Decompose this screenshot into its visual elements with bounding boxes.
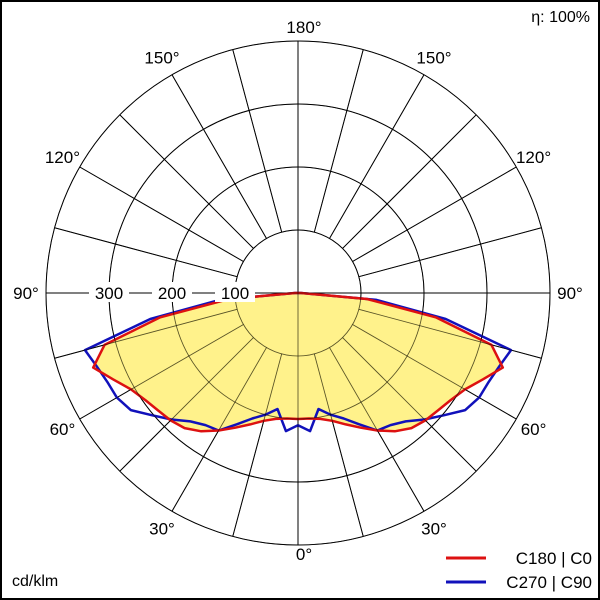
grid-overlay-225 — [119, 114, 254, 249]
grid-overlay-255 — [54, 227, 238, 278]
radial-tick-label-200: 200 — [158, 284, 186, 303]
angle-label-top: 180° — [286, 18, 321, 37]
angle-label-right-120: 120° — [516, 148, 551, 167]
axis-labels: 180° 0° 150° 150° 120° 120° 90° 90° 60° 60° 30° 30°… — [13, 18, 583, 564]
grid-overlay-345 — [232, 353, 283, 537]
grid-overlay-240 — [79, 166, 244, 262]
unit-label: cd/klm — [12, 573, 58, 590]
data-layer — [45, 40, 551, 546]
grid-overlay-circle-400 — [45, 40, 551, 546]
grid-overlay-285 — [54, 308, 238, 359]
angle-label-left-30: 30° — [149, 520, 175, 539]
legend: C180 | C0 C270 | C90 — [446, 549, 592, 592]
grid-overlay-105 — [358, 227, 542, 278]
grid-overlay-210 — [171, 74, 267, 239]
grid-overlay-300 — [79, 324, 244, 420]
radial-tick-bg-100 — [215, 282, 255, 302]
angle-label-left-120: 120° — [45, 148, 80, 167]
angle-label-left-90: 90° — [13, 284, 39, 303]
grid-overlay-165 — [313, 49, 364, 233]
grid-overlay-15 — [313, 353, 364, 537]
grid-overlay-330 — [171, 347, 267, 512]
grid-overlay-30 — [329, 347, 425, 512]
grid-overlay-60 — [352, 324, 517, 420]
legend-label-c270: C270 | C90 — [506, 573, 592, 592]
series-line-c270 — [83, 291, 513, 433]
grid-overlay-135 — [342, 114, 477, 249]
angle-label-right-90: 90° — [557, 284, 583, 303]
angle-label-left-150: 150° — [144, 48, 179, 67]
angle-label-right-30: 30° — [421, 520, 447, 539]
grid-overlay-150 — [329, 74, 425, 239]
radial-tick-bg-300 — [89, 282, 129, 302]
grid-overlay-195 — [232, 49, 283, 233]
grid-overlay-120 — [352, 166, 517, 262]
radial-tick-bg-200 — [152, 282, 192, 302]
grid-overlay-315 — [119, 337, 254, 472]
grid-overlay-75 — [358, 308, 542, 359]
efficiency-label: η: 100% — [531, 9, 590, 26]
angle-label-left-60: 60° — [50, 420, 76, 439]
angle-label-right-150: 150° — [416, 48, 451, 67]
grid-overlay-45 — [342, 337, 477, 472]
legend-label-c180: C180 | C0 — [516, 549, 592, 568]
radial-tick-label-100: 100 — [221, 284, 249, 303]
angle-label-bottom: 0° — [296, 545, 312, 564]
angle-label-right-60: 60° — [521, 420, 547, 439]
radial-tick-label-300: 300 — [95, 284, 123, 303]
